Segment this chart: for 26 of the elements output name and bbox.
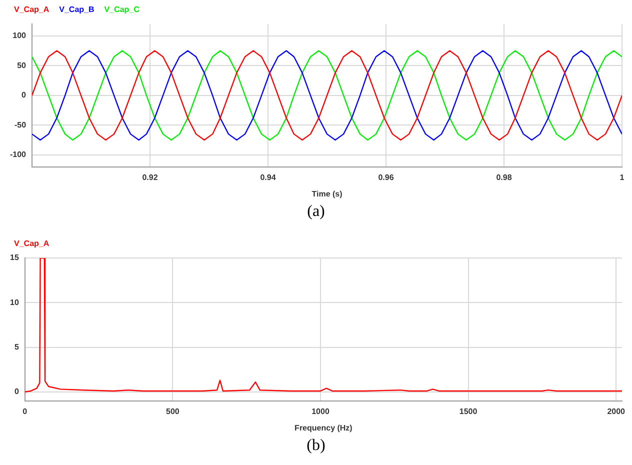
y-tick-label: 5 [14, 342, 20, 352]
y-tick-label: 50 [17, 60, 27, 70]
x-tick-label: 0.94 [260, 172, 276, 182]
x-axis-title: Time (s) [312, 189, 343, 198]
y-tick-label: 15 [10, 253, 20, 262]
text: (b) [306, 437, 326, 455]
y-tick-label: -100 [10, 150, 27, 160]
y-tick-label: 100 [12, 31, 27, 40]
x-tick-label: 1500 [459, 406, 478, 416]
y-tick-label: 0 [14, 387, 20, 396]
x-tick-label: 500 [166, 406, 180, 416]
text: V_Cap_B [59, 5, 94, 14]
x-axis-title: Frequency (Hz) [294, 423, 353, 432]
text: V_Cap_A [14, 5, 50, 14]
y-tick-label: 0 [22, 90, 27, 100]
y-tick-label: 10 [10, 298, 20, 307]
text: (a) [306, 203, 326, 221]
y-tick-label: -50 [14, 120, 27, 130]
series-label: V_Cap_A [14, 239, 50, 248]
x-tick-label: 2000 [607, 406, 626, 416]
x-tick-label: 0.96 [378, 172, 394, 182]
x-tick-label: 1000 [312, 406, 330, 416]
text: V_Cap_C [104, 5, 140, 14]
x-tick-label: 0.98 [496, 172, 512, 182]
x-tick-label: 0.92 [142, 172, 158, 182]
x-tick-label: 1 [620, 172, 625, 182]
